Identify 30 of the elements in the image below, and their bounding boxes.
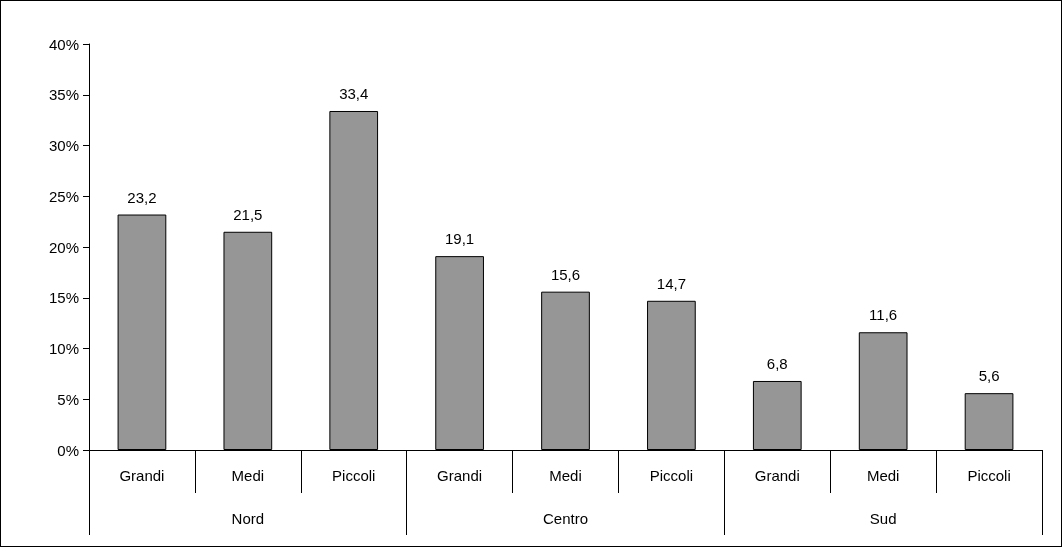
- data-label: 14,7: [656, 274, 686, 292]
- data-label: 33,4: [339, 84, 369, 102]
- data-label: 23,2: [127, 188, 157, 206]
- data-label: 19,1: [445, 230, 475, 248]
- y-tick-label: 15%: [48, 289, 79, 307]
- y-tick-label: 30%: [48, 137, 79, 154]
- x-tick-label: Medi: [231, 467, 265, 484]
- y-tick-label: 0%: [57, 441, 79, 459]
- y-tick-label: 35%: [48, 86, 79, 104]
- x-tick-label: Piccoli: [649, 467, 694, 484]
- x-tick-label: Medi: [549, 467, 582, 484]
- x-tick-label: Piccoli: [967, 467, 1011, 484]
- x-tick-label: Grandi: [437, 467, 483, 484]
- x-tick-label: Piccoli: [332, 467, 376, 484]
- data-label: 21,5: [233, 205, 263, 223]
- x-tick-label: Grandi: [754, 467, 800, 484]
- text: Centro: [542, 510, 589, 527]
- text: Sud: [869, 510, 897, 527]
- data-label: 6,8: [766, 354, 788, 372]
- y-tick-label: 40%: [48, 35, 79, 53]
- y-tick-label: 5%: [57, 390, 79, 408]
- y-tick-label: 10%: [48, 340, 79, 357]
- x-tick-label: Medi: [866, 467, 900, 484]
- data-label: 11,6: [869, 306, 898, 324]
- data-label: 5,6: [978, 367, 1000, 385]
- y-tick-label: 20%: [48, 238, 79, 256]
- x-tick-label: Grandi: [119, 467, 165, 484]
- y-tick-label: 25%: [48, 187, 79, 205]
- text: Nord: [231, 510, 265, 527]
- data-label: 15,6: [550, 265, 581, 283]
